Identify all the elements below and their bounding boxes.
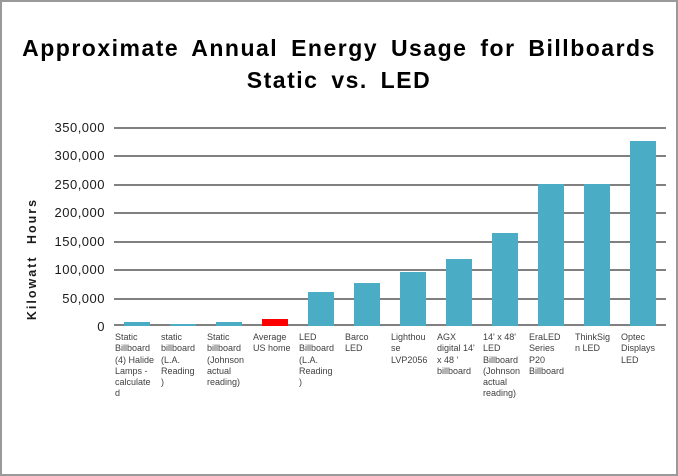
bar-slot [252,127,298,326]
bar-3 [216,322,242,326]
bar-slot [206,127,252,326]
gridline-250000 [114,183,666,186]
bar-4 [262,319,288,326]
y-tick-label: 0 [97,319,105,334]
gridline-50000 [114,297,666,300]
y-tick-label: 250,000 [54,176,105,192]
bar-8 [446,259,472,326]
x-category-label: LED Billboard (L.A. Reading ) [299,332,335,387]
x-category-label: Average US home [253,332,291,354]
bar-slot [482,127,528,326]
y-tick-label: 200,000 [54,205,105,221]
x-category-label: 14' x 48' LED Billboard (Johnson actual … [483,332,521,399]
bar-5 [308,291,334,326]
y-tick-label: 100,000 [54,262,105,278]
bar-10 [538,183,564,326]
plot-area [114,127,666,326]
gridline-300000 [114,155,666,158]
bar-slot [436,127,482,326]
bar-slot [298,127,344,326]
x-category-label: Lighthouse LVP2056 [391,332,428,365]
bar-9 [492,232,518,326]
bar-2 [170,323,196,326]
gridline-150000 [114,240,666,243]
x-category-label: EraLED Series P20 Billboard [529,332,565,376]
chart-title-line2: Static vs. LED [246,67,432,94]
gridline-0 [114,324,666,326]
bar-6 [354,283,380,326]
x-category-label: static billboard (L.A. Reading ) [161,332,196,387]
x-category-label: ThinkSign LED [575,332,611,354]
y-tick-label: 300,000 [54,148,105,164]
chart-title: Approximate Annual Energy Usage for Bill… [6,32,672,96]
x-category-label: Optec Displays LED [621,332,656,365]
bar-slot [528,127,574,326]
y-tick-label: 150,000 [54,233,105,249]
bar-12 [630,141,656,326]
x-category-label: Barco LED [345,332,369,354]
bar-slot [344,127,390,326]
x-category-label: Static Billboard (4) Halide Lamps - calc… [115,332,155,399]
bar-series [114,127,666,326]
bar-1 [124,322,150,326]
x-axis-category-labels: Static Billboard (4) Halide Lamps - calc… [114,332,666,400]
bar-slot [620,127,666,326]
y-axis-ticks: 0 50,000 100,000 150,000 200,000 250,000 300,0… [2,120,105,334]
bar-7 [400,272,426,326]
bar-slot [160,127,206,326]
bar-slot [114,127,160,326]
bar-11 [584,183,610,326]
bar-slot [390,127,436,326]
bar-slot [574,127,620,326]
gridline-350000 [114,127,666,129]
gridline-100000 [114,269,666,272]
y-tick-label: 50,000 [62,290,105,306]
chart-title-line1: Approximate Annual Energy Usage for Bill… [22,35,656,61]
x-category-label: Static billboard (Johnson actual reading… [207,332,245,387]
x-category-label: AGX digital 14' x 48 ' billboard [437,332,475,376]
y-tick-label: 350,000 [54,120,105,135]
gridline-200000 [114,212,666,215]
